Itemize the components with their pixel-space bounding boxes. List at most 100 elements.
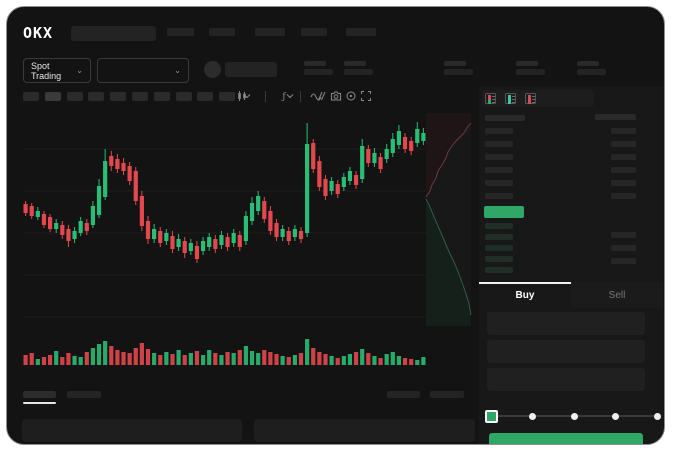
chevron-down-icon[interactable] — [284, 90, 296, 102]
orders-action-placeholder[interactable] — [430, 391, 464, 398]
volume-bar — [409, 359, 414, 365]
candle-body — [182, 241, 187, 253]
volume-bar — [262, 350, 267, 365]
interval-button-placeholder[interactable] — [66, 92, 83, 101]
candlestick-chart[interactable] — [23, 111, 473, 367]
orders-tab-placeholder[interactable] — [67, 391, 101, 398]
candle-body — [115, 159, 120, 169]
interval-button-placeholder[interactable] — [175, 92, 192, 101]
slider-stop-dot[interactable] — [529, 412, 536, 420]
candle-body — [341, 177, 346, 187]
line-tool-icon[interactable] — [310, 90, 322, 102]
orderbook-right-row[interactable] — [611, 232, 636, 238]
orderbook-bids-view-icon[interactable] — [505, 93, 516, 104]
orderbook-ask-row[interactable] — [485, 154, 513, 160]
depth-asks-edge — [425, 122, 472, 198]
compare-lines-icon[interactable] — [315, 90, 327, 102]
tab-sell[interactable]: Sell — [571, 282, 663, 308]
orderbook-ask-row[interactable] — [485, 141, 513, 147]
slider-stop-dot[interactable] — [612, 412, 619, 420]
orderbook-last-price[interactable] — [484, 206, 524, 218]
volume-bar — [90, 348, 96, 365]
order-form-field[interactable] — [487, 368, 645, 391]
interval-button-placeholder[interactable] — [88, 92, 105, 101]
indicators-fx-icon[interactable]: ƒ — [278, 90, 290, 102]
volume-bar — [341, 356, 346, 365]
orderbook-bid-row[interactable] — [485, 234, 513, 240]
chevron-down-icon[interactable] — [241, 90, 253, 102]
orderbook-right-row[interactable] — [611, 128, 636, 134]
interval-button-placeholder[interactable] — [153, 92, 170, 101]
candle-body — [415, 129, 420, 143]
orderbook-right-row[interactable] — [611, 193, 636, 199]
volume-bar — [231, 353, 236, 365]
orderbook-right-row[interactable] — [611, 167, 636, 173]
nav-item-placeholder[interactable] — [167, 28, 194, 36]
volume-bar — [152, 353, 157, 365]
slider-stop-dot[interactable] — [653, 412, 661, 420]
nav-item-placeholder[interactable] — [346, 28, 376, 36]
market-type-selector[interactable]: Spot Trading ⌄ — [23, 58, 91, 83]
slider-stop-dot[interactable] — [570, 412, 578, 420]
candle-body — [127, 166, 132, 181]
candle-body — [262, 201, 267, 219]
orderbook-right-row[interactable] — [611, 258, 636, 264]
volume-bar — [188, 353, 193, 365]
okx-logo: OKX — [23, 24, 53, 43]
order-form-field[interactable] — [487, 312, 645, 335]
orders-row-placeholder — [254, 419, 475, 442]
volume-bar — [133, 348, 138, 365]
orderbook-ask-row[interactable] — [485, 193, 513, 199]
chevron-down-icon: ⌄ — [174, 65, 181, 75]
orders-tab-placeholder[interactable] — [23, 391, 56, 398]
candle-body — [90, 206, 96, 225]
orderbook-ask-row[interactable] — [485, 167, 513, 173]
orderbook-left-header-placeholder — [485, 115, 525, 121]
volume-bar — [213, 353, 218, 365]
chart-type-candle-icon[interactable] — [236, 90, 248, 102]
orderbook-ask-row[interactable] — [485, 180, 513, 186]
orderbook-ask-row[interactable] — [485, 128, 513, 134]
orderbook-right-row[interactable] — [611, 141, 636, 147]
target-circle-icon[interactable] — [345, 90, 357, 102]
volume-bar — [207, 350, 212, 365]
volume-bar — [41, 357, 47, 365]
interval-button-placeholder[interactable] — [132, 92, 148, 101]
candle-body — [396, 131, 402, 145]
nav-item-placeholder[interactable] — [255, 28, 285, 36]
pair-selector[interactable]: ⌄ — [97, 58, 189, 83]
interval-button-placeholder[interactable] — [23, 92, 39, 101]
order-form-field[interactable] — [487, 340, 645, 363]
orderbook-bid-row[interactable] — [485, 245, 513, 251]
tab-buy[interactable]: Buy — [479, 282, 571, 308]
candle-body — [402, 137, 408, 149]
orderbook-asks-view-icon[interactable] — [525, 93, 536, 104]
orderbook-split-view-icon[interactable] — [485, 93, 496, 104]
fullscreen-icon[interactable] — [360, 90, 372, 102]
candle-body — [366, 149, 371, 163]
orderbook-right-row[interactable] — [611, 154, 636, 160]
coin-avatar[interactable] — [204, 61, 221, 78]
buy-submit-button[interactable] — [489, 433, 643, 444]
orders-action-placeholder[interactable] — [387, 391, 420, 398]
interval-button-placeholder[interactable] — [110, 92, 127, 101]
candle-body — [249, 203, 255, 221]
orderbook-right-row[interactable] — [611, 245, 636, 251]
orderbook-bid-row[interactable] — [485, 267, 513, 273]
orderbook-right-row[interactable] — [611, 180, 636, 186]
interval-button-placeholder[interactable] — [197, 92, 214, 101]
nav-item-placeholder[interactable] — [301, 28, 327, 36]
interval-button-placeholder[interactable] — [219, 92, 236, 101]
candle-body — [200, 241, 206, 251]
candle-body — [152, 229, 157, 239]
interval-button-placeholder[interactable] — [44, 92, 61, 101]
candle-body — [84, 223, 89, 231]
camera-snapshot-icon[interactable] — [330, 90, 342, 102]
volume-bar — [182, 355, 187, 365]
search-input[interactable] — [71, 26, 156, 41]
orderbook-bid-row[interactable] — [485, 256, 513, 262]
orderbook-bid-row[interactable] — [485, 223, 513, 229]
nav-item-placeholder[interactable] — [209, 28, 235, 36]
slider-handle[interactable] — [484, 409, 498, 423]
